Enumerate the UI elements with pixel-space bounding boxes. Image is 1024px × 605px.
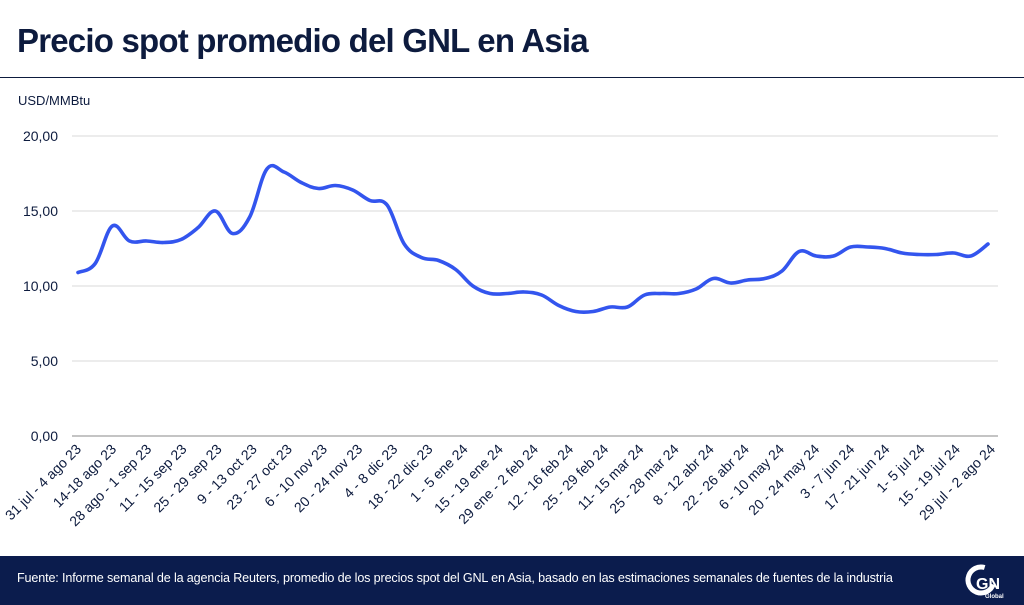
- data-point: [110, 224, 114, 228]
- y-axis-label: USD/MMBtu: [18, 93, 90, 108]
- gn-global-logo: GN Global: [965, 564, 1004, 600]
- data-point: [746, 278, 750, 282]
- data-point: [334, 184, 338, 188]
- data-point: [471, 284, 475, 288]
- data-point: [128, 239, 132, 243]
- data-point: [76, 271, 80, 275]
- data-point: [814, 254, 818, 258]
- data-point: [591, 310, 595, 314]
- data-point: [677, 292, 681, 296]
- data-point: [969, 254, 973, 258]
- data-point: [488, 292, 492, 296]
- data-point: [162, 241, 166, 245]
- data-point: [643, 293, 647, 297]
- data-point: [437, 259, 441, 263]
- data-point: [282, 170, 286, 174]
- y-tick-label: 15,00: [23, 203, 58, 219]
- data-point: [557, 304, 561, 308]
- data-point: [248, 215, 252, 219]
- y-tick-label: 0,00: [31, 428, 58, 444]
- data-point: [831, 254, 835, 258]
- gridlines: [72, 135, 998, 362]
- data-point: [711, 277, 715, 281]
- data-point: [660, 292, 664, 296]
- svg-text:Global: Global: [985, 594, 1004, 600]
- data-point: [454, 268, 458, 272]
- data-point: [316, 187, 320, 191]
- data-point: [797, 250, 801, 254]
- data-point: [93, 262, 97, 266]
- data-point: [505, 292, 509, 296]
- data-point: [196, 226, 200, 230]
- data-point: [952, 251, 956, 255]
- y-tick-label: 5,00: [31, 353, 58, 369]
- data-point: [402, 242, 406, 246]
- data-point: [419, 256, 423, 260]
- data-point: [145, 239, 149, 243]
- data-point: [574, 310, 578, 314]
- data-point: [728, 281, 732, 285]
- line-chart: USD/MMBtu 0,00 5,00 10,00 15,00 20,00 31 jul…: [2, 93, 998, 530]
- y-tick-label: 10,00: [23, 278, 58, 294]
- data-point: [608, 305, 612, 309]
- data-point: [368, 199, 372, 203]
- data-point: [265, 167, 269, 171]
- data-point: [694, 287, 698, 291]
- data-point: [299, 181, 303, 185]
- data-point: [385, 203, 389, 207]
- title-divider: [0, 77, 1024, 78]
- data-point: [883, 247, 887, 251]
- data-point: [866, 245, 870, 249]
- y-axis-ticks: 0,00 5,00 10,00 15,00 20,00: [23, 128, 58, 444]
- series-line: [76, 163, 990, 315]
- data-point: [213, 209, 217, 213]
- source-note: Fuente: Informe semanal de la agencia Re…: [17, 571, 893, 585]
- svg-text:GN: GN: [976, 576, 1000, 593]
- data-point: [917, 253, 921, 257]
- data-point: [351, 188, 355, 192]
- data-point: [231, 232, 235, 236]
- chart-title: Precio spot promedio del GNL en Asia: [17, 22, 589, 59]
- data-point: [986, 242, 990, 246]
- y-tick-label: 20,00: [23, 128, 58, 144]
- data-point: [522, 290, 526, 294]
- data-point: [780, 269, 784, 273]
- data-point: [179, 238, 183, 242]
- data-point: [849, 245, 853, 249]
- source-footer: Fuente: Informe semanal de la agencia Re…: [0, 556, 1024, 605]
- data-point: [900, 251, 904, 255]
- data-point: [540, 293, 544, 297]
- data-point: [934, 253, 938, 257]
- data-point: [763, 277, 767, 281]
- data-point: [625, 305, 629, 309]
